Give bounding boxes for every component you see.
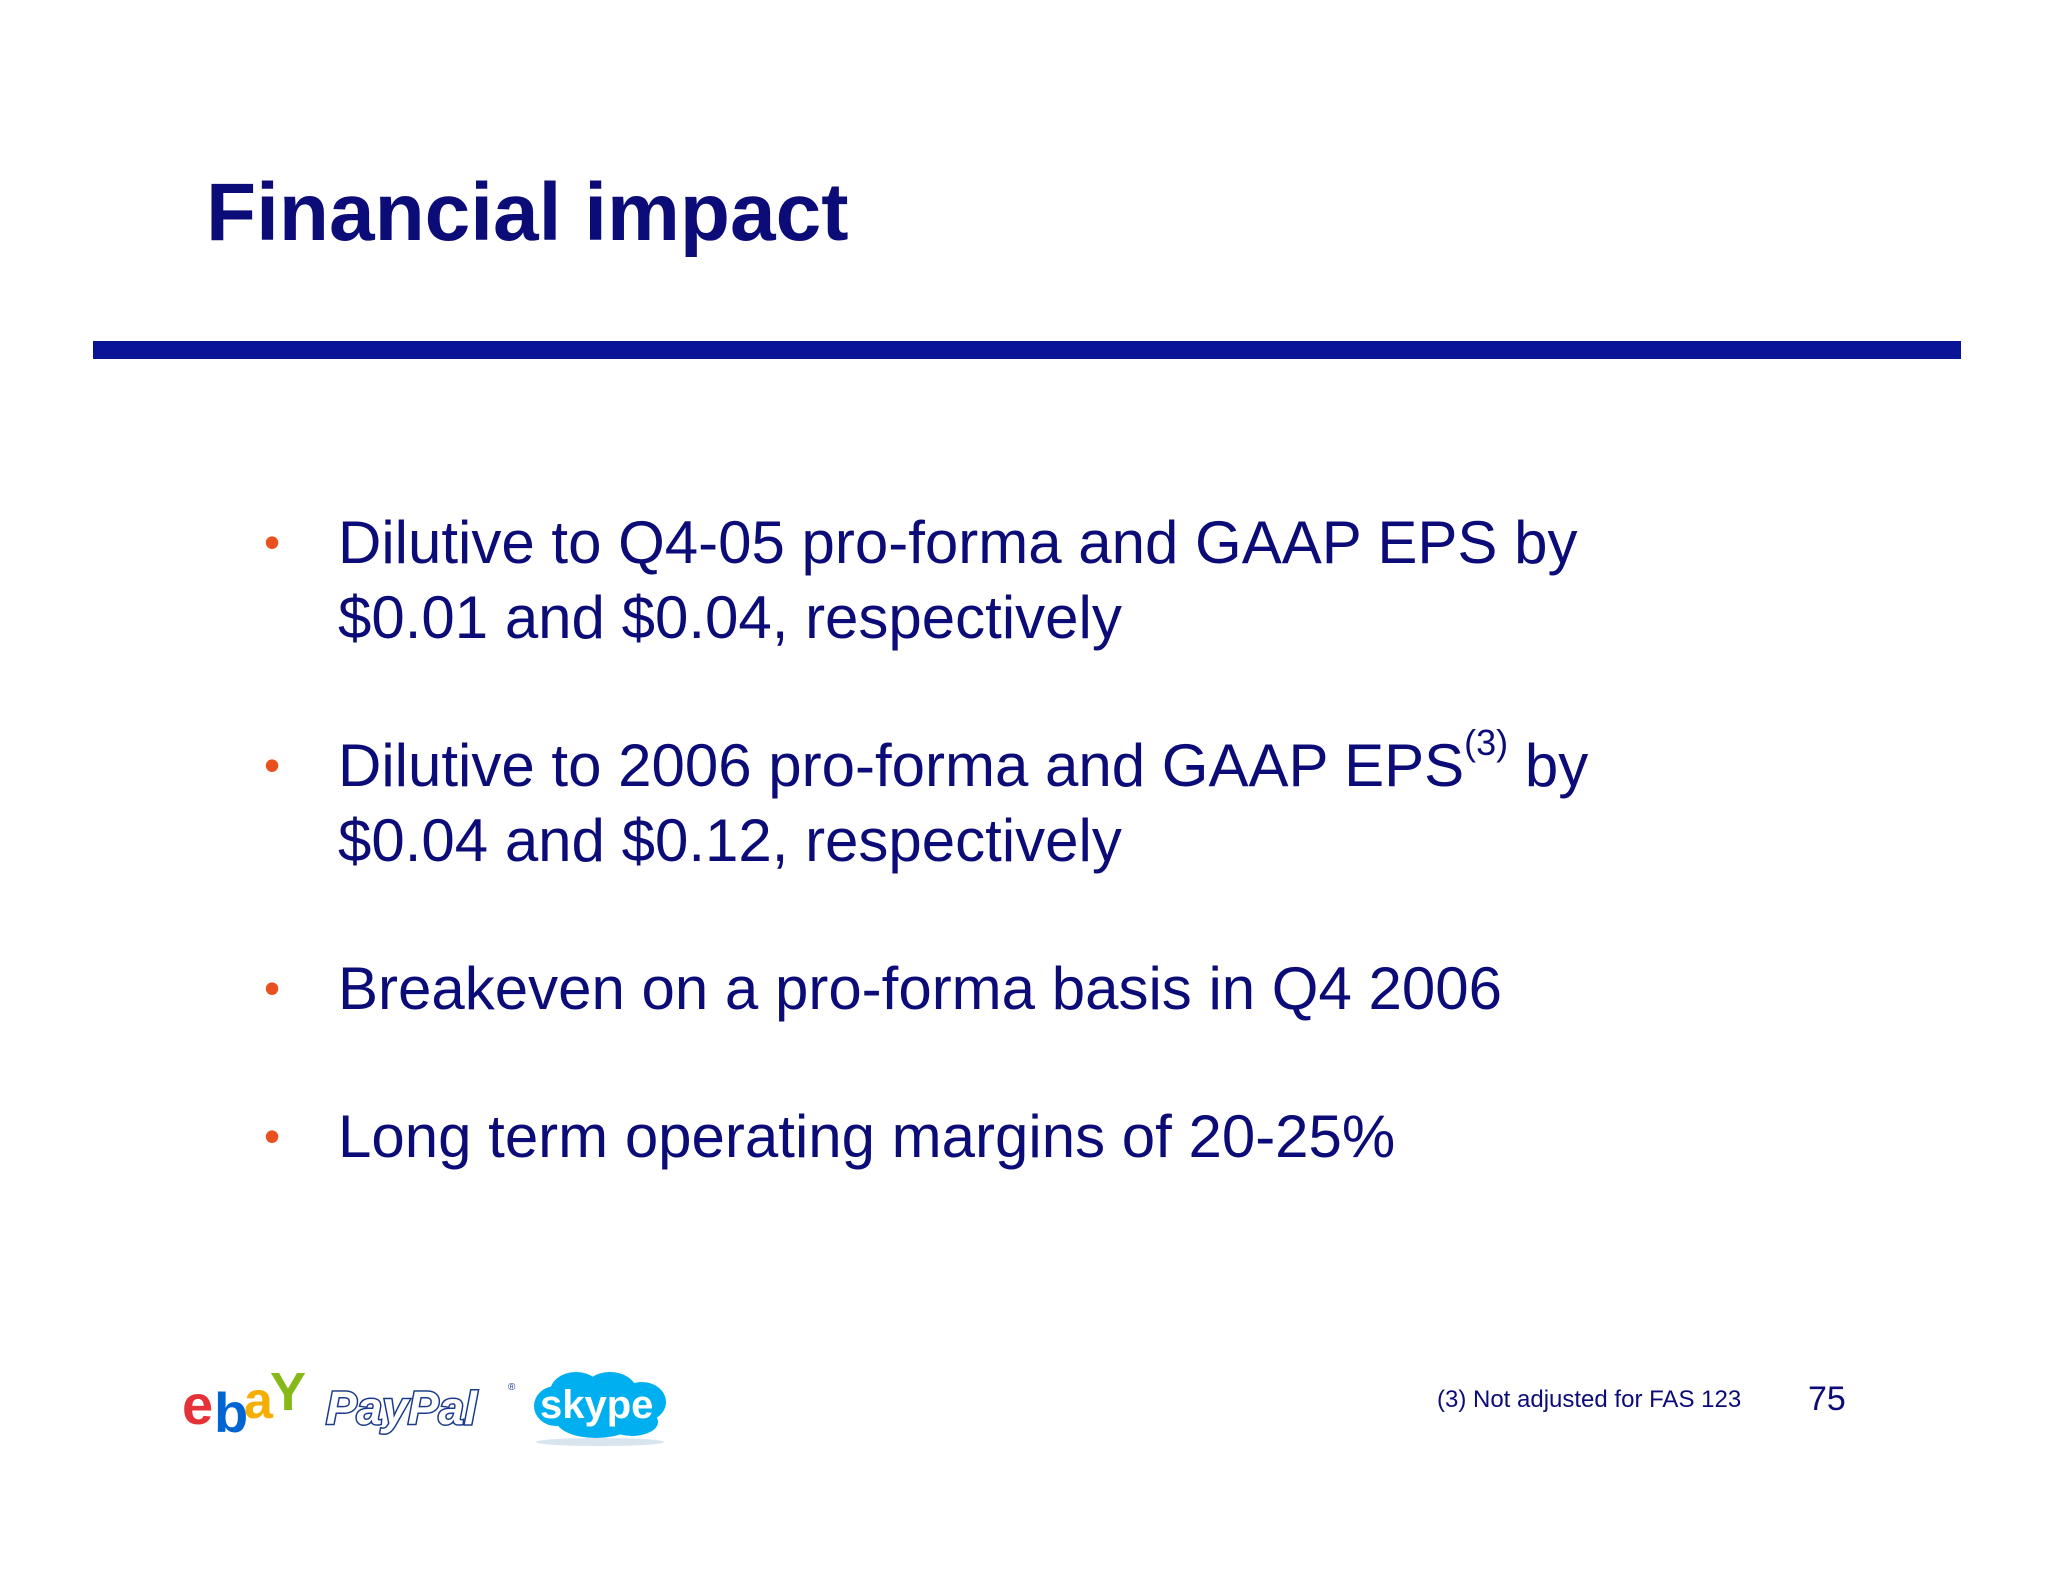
skype-logo: skype bbox=[534, 1372, 666, 1446]
bullet-text-line: $0.04 and $0.12, respectively bbox=[338, 807, 1122, 874]
bullet-text-line: Dilutive to 2006 pro-forma and GAAP EPS(… bbox=[338, 725, 1764, 803]
title-divider bbox=[93, 341, 1961, 359]
bullet-item: • Long term operating margins of 20-25% bbox=[264, 1099, 1764, 1174]
page-title: Financial impact bbox=[206, 167, 849, 258]
bullet-text-line: Dilutive to Q4-05 pro-forma and GAAP EPS… bbox=[338, 509, 1578, 576]
bullet-list: • Dilutive to Q4-05 pro-forma and GAAP E… bbox=[264, 505, 1764, 1247]
footer-logos: e b a Y PayPal ® skype bbox=[182, 1362, 666, 1446]
bullet-item: • Dilutive to 2006 pro-forma and GAAP EP… bbox=[264, 725, 1764, 878]
footnote: (3) Not adjusted for FAS 123 bbox=[1437, 1386, 1742, 1413]
bullet-text-line: Breakeven on a pro-forma basis in Q4 200… bbox=[338, 955, 1502, 1022]
page-number: 75 bbox=[1808, 1380, 1846, 1418]
footnote-marker: (3) bbox=[1464, 722, 1509, 763]
bullet-icon: • bbox=[264, 739, 281, 791]
bullet-icon: • bbox=[264, 962, 281, 1014]
bullet-text-line: $0.01 and $0.04, respectively bbox=[338, 584, 1122, 651]
paypal-logo: PayPal ® bbox=[325, 1381, 517, 1436]
ebay-logo: e b a Y bbox=[182, 1362, 306, 1444]
bullet-item: • Breakeven on a pro-forma basis in Q4 2… bbox=[264, 951, 1764, 1026]
bullet-icon: • bbox=[264, 1110, 281, 1162]
bullet-text: by bbox=[1508, 732, 1589, 799]
svg-text:e: e bbox=[182, 1373, 212, 1436]
svg-text:®: ® bbox=[508, 1382, 516, 1393]
bullet-text-line: Long term operating margins of 20-25% bbox=[338, 1103, 1396, 1170]
svg-text:b: b bbox=[214, 1381, 246, 1444]
bullet-icon: • bbox=[264, 516, 281, 568]
bullet-text: Dilutive to 2006 pro-forma and GAAP EPS bbox=[338, 732, 1465, 799]
svg-text:skype: skype bbox=[540, 1383, 653, 1427]
bullet-item: • Dilutive to Q4-05 pro-forma and GAAP E… bbox=[264, 505, 1764, 655]
svg-text:PayPal: PayPal bbox=[326, 1382, 478, 1434]
svg-text:Y: Y bbox=[270, 1362, 306, 1422]
